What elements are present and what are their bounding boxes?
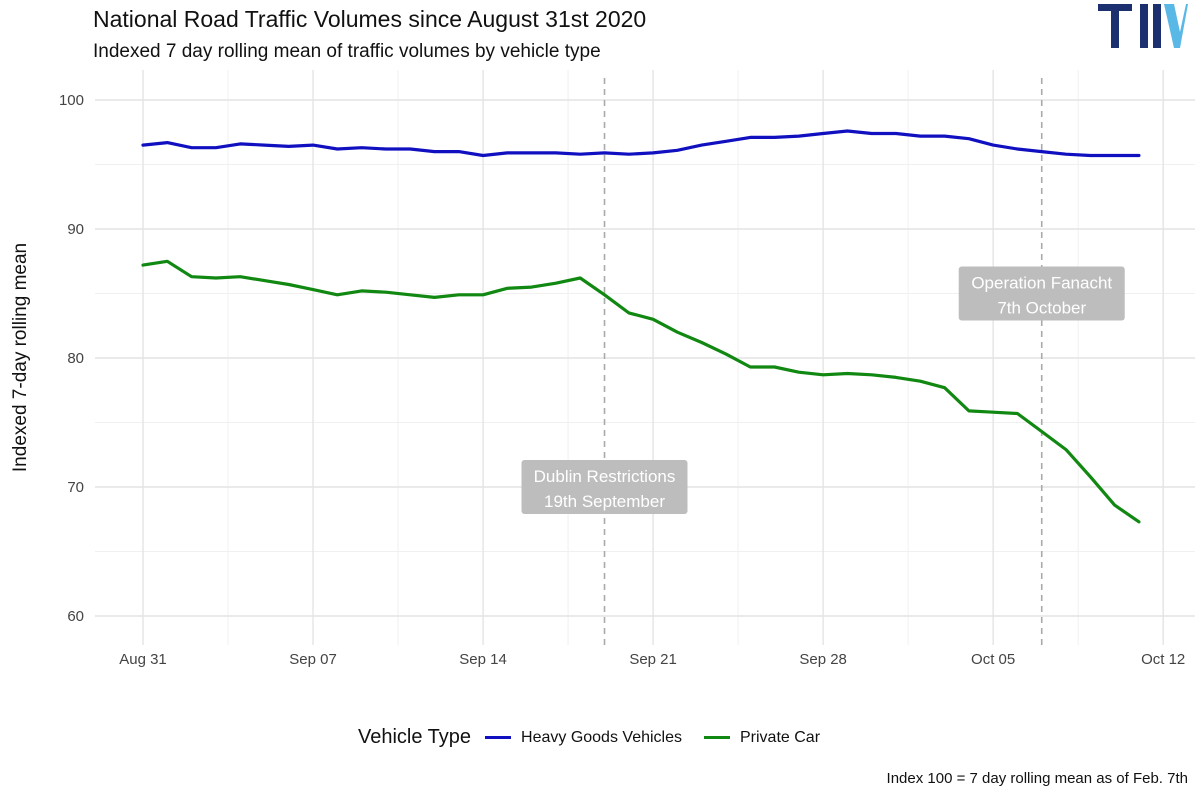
legend-entry-car: Private Car bbox=[704, 729, 820, 747]
x-tick-label: Sep 14 bbox=[459, 651, 507, 668]
footnote: Index 100 = 7 day rolling mean as of Feb… bbox=[886, 770, 1188, 787]
legend-key-car bbox=[704, 736, 730, 739]
chart-title: National Road Traffic Volumes since Augu… bbox=[93, 6, 647, 32]
legend-title: Vehicle Type bbox=[357, 726, 472, 748]
chart-subtitle: Indexed 7 day rolling mean of traffic vo… bbox=[93, 41, 601, 62]
tii-logo bbox=[1098, 4, 1188, 48]
y-tick-label: 90 bbox=[67, 221, 84, 238]
y-tick-label: 60 bbox=[67, 608, 84, 625]
x-tick-label: Sep 28 bbox=[799, 651, 847, 668]
y-tick-label: 100 bbox=[59, 92, 84, 109]
event-label-line1-0: Dublin Restrictions bbox=[534, 467, 676, 486]
y-axis-label: Indexed 7-day rolling mean bbox=[10, 243, 31, 472]
y-tick-label: 80 bbox=[67, 350, 84, 367]
event-label-box-0 bbox=[521, 460, 688, 514]
legend-entry-hgv: Heavy Goods Vehicles bbox=[485, 729, 682, 747]
event-label-line2-1: 7th October bbox=[997, 299, 1086, 318]
line-chart: 60 70 80 90 100 Aug 31 Sep 07 Sep 14 Sep 21 Sep 2… bbox=[10, 70, 1195, 668]
x-tick-label: Oct 12 bbox=[1141, 651, 1185, 668]
x-tick-label: Sep 07 bbox=[289, 651, 337, 668]
series-line-car bbox=[141, 259, 1141, 524]
legend-key-hgv bbox=[485, 736, 512, 739]
y-tick-label: 70 bbox=[67, 479, 84, 496]
event-label-line2-0: 19th September bbox=[544, 492, 665, 511]
x-tick-label: Aug 31 bbox=[119, 651, 167, 668]
event-label-line1-1: Operation Fanacht bbox=[971, 274, 1112, 293]
series-line-hgv bbox=[141, 129, 1141, 158]
legend-label-hgv: Heavy Goods Vehicles bbox=[521, 728, 682, 746]
legend-label-car: Private Car bbox=[740, 728, 821, 746]
event-label-box-1 bbox=[958, 266, 1125, 321]
x-tick-label: Oct 05 bbox=[971, 651, 1015, 668]
x-tick-label: Sep 21 bbox=[629, 651, 677, 668]
legend: Vehicle Type Heavy Goods Vehicles Privat… bbox=[0, 726, 1200, 749]
